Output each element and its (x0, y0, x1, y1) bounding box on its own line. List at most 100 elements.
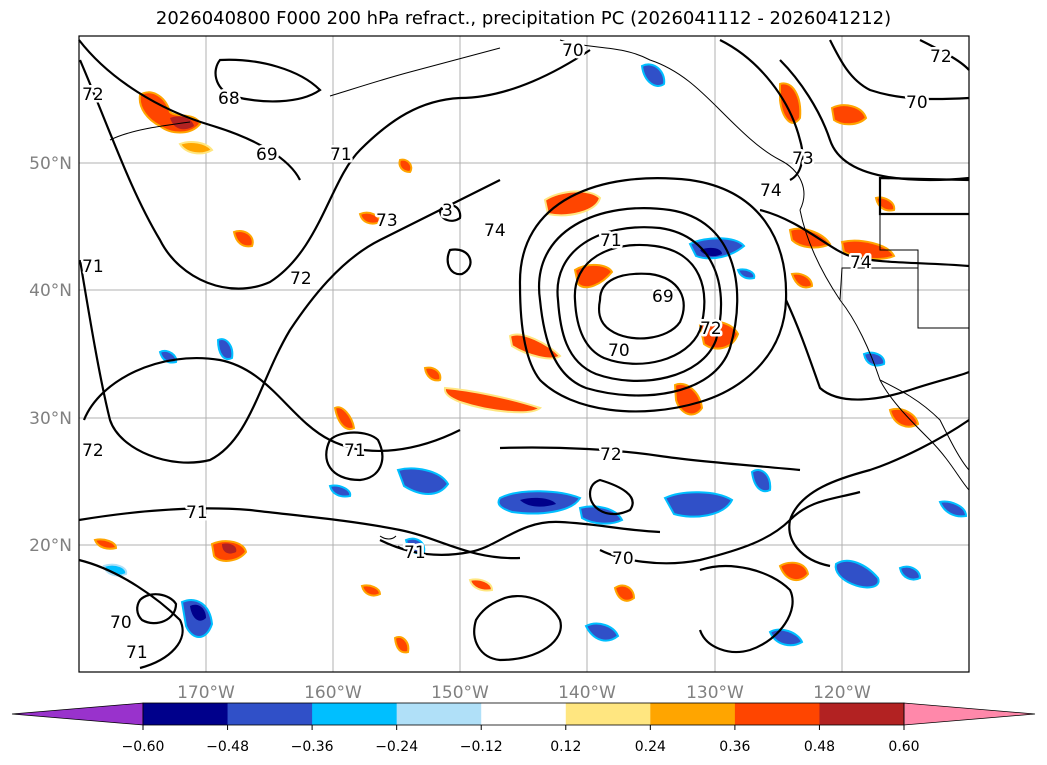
contour-line (78, 179, 501, 464)
contour-label: 70 (110, 613, 132, 633)
contour-line (78, 507, 521, 560)
contour-line (438, 203, 462, 222)
y-tick-label: 50°N (29, 154, 72, 174)
contour-line (919, 39, 970, 71)
contour-line (556, 226, 723, 382)
contour-label: 70 (608, 341, 630, 361)
contour-line (788, 419, 970, 568)
contour-label: 71 (330, 145, 352, 165)
contour-label: 69 (652, 287, 674, 307)
contour-label: 72 (600, 445, 622, 465)
precip-cell (443, 386, 543, 414)
contour-line (537, 207, 739, 397)
precip-cell (102, 563, 128, 577)
contour-label: 71 (126, 643, 148, 663)
colorbar-tick-label: −0.36 (291, 739, 334, 755)
colorbar-extend-low (11, 702, 144, 726)
precip-cell (938, 500, 968, 518)
gridlines (79, 36, 969, 672)
precip-cell (360, 584, 382, 597)
colorbar-tick-label: 0.24 (635, 739, 666, 755)
state-border (839, 267, 918, 301)
precip-cell (640, 63, 666, 87)
colorbar-bin (227, 703, 313, 725)
contour-label: 72 (290, 269, 312, 289)
colorbar-tick-label: −0.24 (375, 739, 418, 755)
precip-cell (328, 484, 352, 498)
precip-cell (398, 158, 413, 174)
colorbar-tick-labels: −0.60 −0.48 −0.36 −0.24 −0.12 0.12 0.24 0.36 0.4… (122, 725, 920, 755)
precip-cell (862, 351, 886, 367)
colorbar-tick-label: 0.48 (804, 739, 835, 755)
coastline (799, 209, 970, 491)
contour-label: 72 (82, 85, 104, 105)
contour-line (499, 446, 801, 472)
precip-cell (358, 211, 382, 225)
precip-cell (613, 584, 636, 602)
coastlines (109, 39, 970, 550)
colorbar-tick-label: −0.12 (460, 739, 503, 755)
contour-labels: 70 68 69 71 73 3 74 71 69 70 72 72 71 71… (80, 39, 955, 666)
contour-label: 72 (700, 319, 722, 339)
precip-cell (396, 467, 450, 495)
precip-cell (393, 636, 410, 654)
contour-label: 71 (186, 503, 208, 523)
coastline (329, 47, 501, 97)
precip-cell (423, 366, 442, 382)
precip-cell (834, 559, 880, 589)
precip-cell (736, 268, 756, 280)
precip-cell (584, 622, 620, 642)
contour-label: 70 (562, 41, 584, 61)
contour-line (379, 520, 661, 556)
contour-line (78, 558, 184, 670)
colorbar-frame (142, 702, 905, 726)
contour-label: 70 (612, 549, 634, 569)
x-tick-label: 170°W (177, 683, 235, 703)
contour-line (588, 478, 634, 516)
contour-line (785, 299, 970, 401)
state-border (879, 214, 969, 329)
colorbar-bin (312, 703, 398, 725)
colorbar-bin (396, 703, 482, 725)
y-tick-label: 30°N (29, 409, 72, 429)
contour-label: 68 (218, 89, 240, 109)
colorbar: −0.60 −0.48 −0.36 −0.24 −0.12 0.12 0.24 0.36 0.4… (11, 702, 1036, 755)
plot-frame (78, 35, 970, 673)
contour-line (473, 595, 562, 662)
contour-line (759, 208, 970, 268)
coastline (879, 379, 970, 471)
contour-line (599, 490, 861, 565)
contour-line (573, 243, 706, 365)
precip-cell (778, 561, 810, 582)
precip-cell (333, 406, 356, 430)
contour-line (829, 39, 970, 101)
plot-background (79, 36, 969, 672)
contour-label: 70 (906, 93, 928, 113)
contour-label: 3 (442, 201, 453, 221)
contour-line (214, 58, 322, 103)
contour-label: 69 (256, 145, 278, 165)
x-tick-label: 140°W (558, 683, 616, 703)
contour-label: 73 (376, 211, 398, 231)
contour-label: 71 (404, 543, 426, 563)
precip-cell (520, 497, 556, 507)
y-tick-label: 40°N (29, 281, 72, 301)
colorbar-extend-high (903, 702, 1036, 726)
contour-line (446, 248, 472, 276)
contour-line (82, 356, 461, 452)
x-tick-label: 130°W (686, 683, 744, 703)
contour-label: 71 (82, 257, 104, 277)
contour-line (78, 39, 301, 181)
precip-negative-areas (102, 63, 968, 647)
contour-line (719, 39, 804, 181)
colorbar-tick-label: 0.60 (888, 739, 919, 755)
contour-line (518, 177, 788, 413)
precip-cell (698, 320, 740, 350)
precip-cell (216, 338, 234, 360)
contour-label: 72 (82, 441, 104, 461)
colorbar-bin (481, 703, 567, 725)
precip-cell (779, 82, 802, 124)
precip-cell (830, 104, 868, 126)
precip-cell (404, 537, 426, 555)
